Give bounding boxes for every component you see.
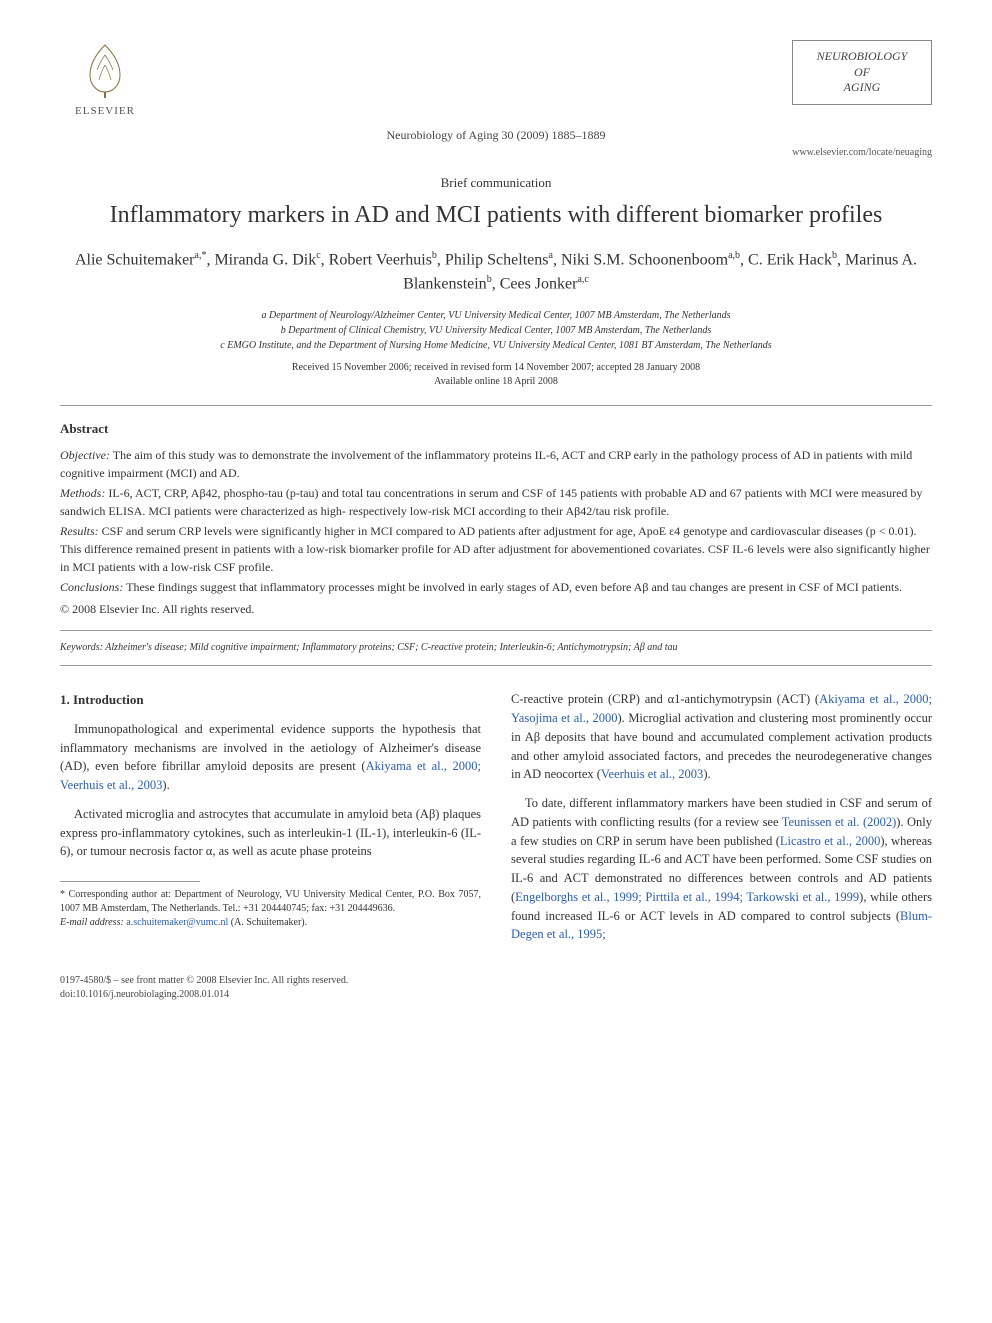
email-address[interactable]: a.schuitemaker@vumc.nl xyxy=(124,917,228,928)
conclusions-label: Conclusions: xyxy=(60,580,123,594)
body-columns: 1. Introduction Immunopathological and e… xyxy=(60,690,932,954)
intro-para-4: To date, different inflammatory markers … xyxy=(511,794,932,944)
affiliation-c: c EMGO Institute, and the Department of … xyxy=(60,338,932,353)
abstract-copyright: © 2008 Elsevier Inc. All rights reserved… xyxy=(60,600,932,618)
ref-licastro[interactable]: Licastro et al., 2000 xyxy=(780,834,880,848)
p1b: ). xyxy=(162,778,169,792)
results-label: Results: xyxy=(60,524,99,538)
locate-url[interactable]: www.elsevier.com/locate/neuaging xyxy=(60,146,932,160)
corresponding-author-footnote: * Corresponding author at: Department of… xyxy=(60,888,481,916)
abstract-objective: Objective: The aim of this study was to … xyxy=(60,446,932,482)
corr-text: Corresponding author at: Department of N… xyxy=(60,889,481,914)
article-dates: Received 15 November 2006; received in r… xyxy=(60,361,932,389)
p3a: C-reactive protein (CRP) and α1-antichym… xyxy=(511,692,819,706)
affiliation-b: b Department of Clinical Chemistry, VU U… xyxy=(60,323,932,338)
citation-line: Neurobiology of Aging 30 (2009) 1885–188… xyxy=(60,127,932,144)
footnote-rule xyxy=(60,881,200,882)
ref-engelborghs-etc[interactable]: Engelborghs et al., 1999; Pirttila et al… xyxy=(515,890,859,904)
abstract-results: Results: CSF and serum CRP levels were s… xyxy=(60,522,932,576)
keywords-label: Keywords: xyxy=(60,642,103,653)
email-label: E-mail address: xyxy=(60,917,124,928)
keywords-text: Alzheimer's disease; Mild cognitive impa… xyxy=(103,642,678,653)
divider-rule xyxy=(60,405,932,406)
methods-label: Methods: xyxy=(60,486,105,500)
dates-online: Available online 18 April 2008 xyxy=(60,375,932,389)
affiliations: a Department of Neurology/Alzheimer Cent… xyxy=(60,308,932,353)
abstract-methods: Methods: IL-6, ACT, CRP, Aβ42, phospho-t… xyxy=(60,484,932,520)
article-type: Brief communication xyxy=(60,174,932,192)
objective-label: Objective: xyxy=(60,448,110,462)
footer-meta: 0197-4580/$ – see front matter © 2008 El… xyxy=(60,974,932,1002)
abstract-body: Objective: The aim of this study was to … xyxy=(60,446,932,618)
keywords-line: Keywords: Alzheimer's disease; Mild cogn… xyxy=(60,641,932,655)
section-1-heading: 1. Introduction xyxy=(60,690,481,710)
column-right: C-reactive protein (CRP) and α1-antichym… xyxy=(511,690,932,954)
email-footnote: E-mail address: a.schuitemaker@vumc.nl (… xyxy=(60,916,481,930)
objective-text: The aim of this study was to demonstrate… xyxy=(60,448,912,480)
authors-list: Alie Schuitemakera,*, Miranda G. Dikc, R… xyxy=(60,248,932,297)
abstract-conclusions: Conclusions: These findings suggest that… xyxy=(60,578,932,596)
doi-line: doi:10.1016/j.neurobiolaging.2008.01.014 xyxy=(60,988,932,1002)
article-title: Inflammatory markers in AD and MCI patie… xyxy=(100,200,892,231)
issn-line: 0197-4580/$ – see front matter © 2008 El… xyxy=(60,974,932,988)
methods-text: IL-6, ACT, CRP, Aβ42, phospho-tau (p-tau… xyxy=(60,486,922,518)
abstract-heading: Abstract xyxy=(60,420,932,438)
intro-para-3: C-reactive protein (CRP) and α1-antichym… xyxy=(511,690,932,784)
publisher-name: ELSEVIER xyxy=(75,104,135,119)
elsevier-tree-icon xyxy=(75,40,135,100)
results-text: CSF and serum CRP levels were significan… xyxy=(60,524,930,574)
conclusions-text: These findings suggest that inflammatory… xyxy=(123,580,902,594)
ref-teunissen[interactable]: Teunissen et al. (2002) xyxy=(782,815,897,829)
journal-line1: NEUROBIOLOGY xyxy=(807,49,917,65)
journal-line2: OF xyxy=(807,65,917,81)
header-row: ELSEVIER NEUROBIOLOGY OF AGING xyxy=(60,40,932,119)
intro-para-2: Activated microglia and astrocytes that … xyxy=(60,805,481,861)
ref-veerhuis-2003[interactable]: Veerhuis et al., 2003 xyxy=(601,767,703,781)
journal-name-box: NEUROBIOLOGY OF AGING xyxy=(792,40,932,105)
intro-para-1: Immunopathological and experimental evid… xyxy=(60,720,481,795)
column-left: 1. Introduction Immunopathological and e… xyxy=(60,690,481,954)
divider-rule xyxy=(60,665,932,666)
divider-rule xyxy=(60,630,932,631)
dates-received: Received 15 November 2006; received in r… xyxy=(60,361,932,375)
email-who: (A. Schuitemaker). xyxy=(228,917,307,928)
p3c: ). xyxy=(703,767,710,781)
affiliation-a: a Department of Neurology/Alzheimer Cent… xyxy=(60,308,932,323)
publisher-logo-block: ELSEVIER xyxy=(60,40,150,119)
journal-line3: AGING xyxy=(807,80,917,96)
